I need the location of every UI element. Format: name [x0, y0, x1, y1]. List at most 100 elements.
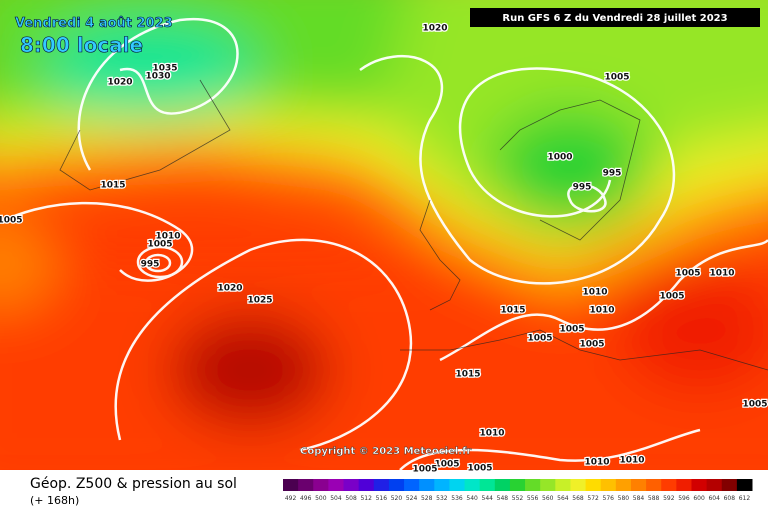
- isobar-label: 1005: [675, 269, 700, 279]
- colorbar-swatch: [540, 479, 556, 491]
- colorbar-label: 596: [678, 495, 690, 502]
- isobar-label: 1000: [547, 153, 572, 163]
- isobar-label: 1005: [527, 334, 552, 344]
- colorbar-label: 612: [739, 495, 751, 502]
- footer-title: Géop. Z500 & pression au sol: [30, 476, 237, 492]
- colorbar-label: 496: [300, 495, 312, 502]
- colorbar-swatch: [298, 479, 314, 491]
- isobar-label: 1005: [0, 216, 23, 226]
- isobar-label: 1005: [742, 400, 767, 410]
- isobar-label: 1005: [434, 460, 459, 470]
- colorbar-swatch: [479, 479, 496, 491]
- colorbar-label: 516: [376, 495, 388, 502]
- colorbar-label: 556: [527, 495, 539, 502]
- colorbar-label: 492: [285, 495, 297, 502]
- colorbar-swatch: [494, 479, 511, 491]
- colorbar-label: 532: [436, 495, 448, 502]
- colorbar-swatch: [630, 479, 647, 491]
- colorbar-swatch: [358, 479, 375, 491]
- colorbar-label: 568: [572, 495, 584, 502]
- colorbar-swatch: [721, 479, 738, 491]
- colorbar-swatch: [388, 479, 405, 491]
- colorbar-label: 588: [648, 495, 660, 502]
- isobar-label: 1010: [155, 232, 180, 242]
- colorbar-label: 592: [663, 495, 675, 502]
- colorbar-label: 504: [330, 495, 342, 502]
- isobar-label: 1035: [152, 64, 177, 74]
- colorbar-swatch: [328, 479, 345, 491]
- colorbar-swatch: [555, 479, 571, 491]
- colorbar-label: 500: [315, 495, 327, 502]
- isobar-label: 1005: [559, 325, 584, 335]
- colorbar-swatch: [434, 479, 450, 491]
- isobar-label: 1010: [582, 288, 607, 298]
- colorbar-label: 512: [360, 495, 372, 502]
- colorbar-swatch: [283, 479, 299, 491]
- isobar-label: 1015: [455, 370, 480, 380]
- colorbar-label: 608: [724, 495, 736, 502]
- colorbar-label: 544: [482, 495, 494, 502]
- isobar-label: 1005: [467, 464, 492, 474]
- isobar-label: 1005: [412, 465, 437, 475]
- colorbar-label: 520: [391, 495, 403, 502]
- colorbar-swatch: [404, 479, 420, 491]
- isobar-label: 1010: [619, 456, 644, 466]
- forecast-date: Vendredi 4 août 2023: [15, 16, 173, 31]
- forecast-time: 8:00 locale: [20, 33, 143, 57]
- colorbar-label: 560: [542, 495, 554, 502]
- colorbar-label: 600: [693, 495, 705, 502]
- colorbar-swatch: [676, 479, 692, 491]
- isobar-label: 1015: [500, 306, 525, 316]
- isobar-label: 1005: [147, 240, 172, 250]
- colorbar-swatch: [449, 479, 466, 491]
- isobar-label: 1010: [709, 269, 734, 279]
- isobar-label: 995: [573, 183, 592, 193]
- colorbar-swatch: [691, 479, 708, 491]
- isobar-label: 1010: [589, 306, 614, 316]
- isobar-label: 995: [141, 260, 160, 270]
- colorbar-label: 576: [603, 495, 615, 502]
- isobar-label: 1005: [604, 73, 629, 83]
- isobar-label: 995: [603, 169, 622, 179]
- colorbar-swatch: [661, 479, 677, 491]
- colorbar-label: 584: [633, 495, 645, 502]
- isobar-label: 1020: [422, 24, 447, 34]
- colorbar-label: 604: [708, 495, 720, 502]
- isobar-label: 1005: [579, 340, 604, 350]
- colorbar-swatch: [570, 479, 587, 491]
- colorbar-label: 564: [557, 495, 569, 502]
- isobar-label: 1020: [217, 284, 242, 294]
- isobar-label: 1030: [145, 72, 170, 82]
- colorbar-swatch: [313, 479, 329, 491]
- colorbar-swatch: [646, 479, 662, 491]
- colorbar-label: 552: [512, 495, 524, 502]
- isobar-label: 1005: [659, 292, 684, 302]
- run-info: Run GFS 6 Z du Vendredi 28 juillet 2023: [502, 13, 727, 24]
- map-background: [0, 0, 768, 500]
- colorbar-swatch: [419, 479, 435, 491]
- copyright: Copyright © 2023 Meteociel.fr: [300, 446, 471, 457]
- colorbar-label: 540: [466, 495, 478, 502]
- isobar-label: 1015: [100, 181, 125, 191]
- colorbar-swatch: [600, 479, 617, 491]
- isobar-label: 1010: [584, 458, 609, 468]
- colorbar-swatch: [373, 479, 390, 491]
- colorbar-swatch: [464, 479, 481, 491]
- colorbar-label: 572: [587, 495, 599, 502]
- colorbar-label: 528: [421, 495, 433, 502]
- colorbar-swatch: [343, 479, 360, 491]
- isobar-label: 1020: [107, 78, 132, 88]
- colorbar-label: 524: [406, 495, 418, 502]
- colorbar-label: 548: [497, 495, 509, 502]
- isobar-label: 1010: [479, 429, 504, 439]
- run-box: [470, 8, 760, 27]
- footer-lead: (+ 168h): [30, 494, 79, 507]
- colorbar-label: 508: [345, 495, 357, 502]
- colorbar-swatch: [736, 479, 753, 491]
- colorbar-label: 536: [451, 495, 463, 502]
- colorbar-swatch: [585, 479, 602, 491]
- colorbar-swatch: [525, 479, 541, 491]
- isobar-label: 1025: [247, 296, 272, 306]
